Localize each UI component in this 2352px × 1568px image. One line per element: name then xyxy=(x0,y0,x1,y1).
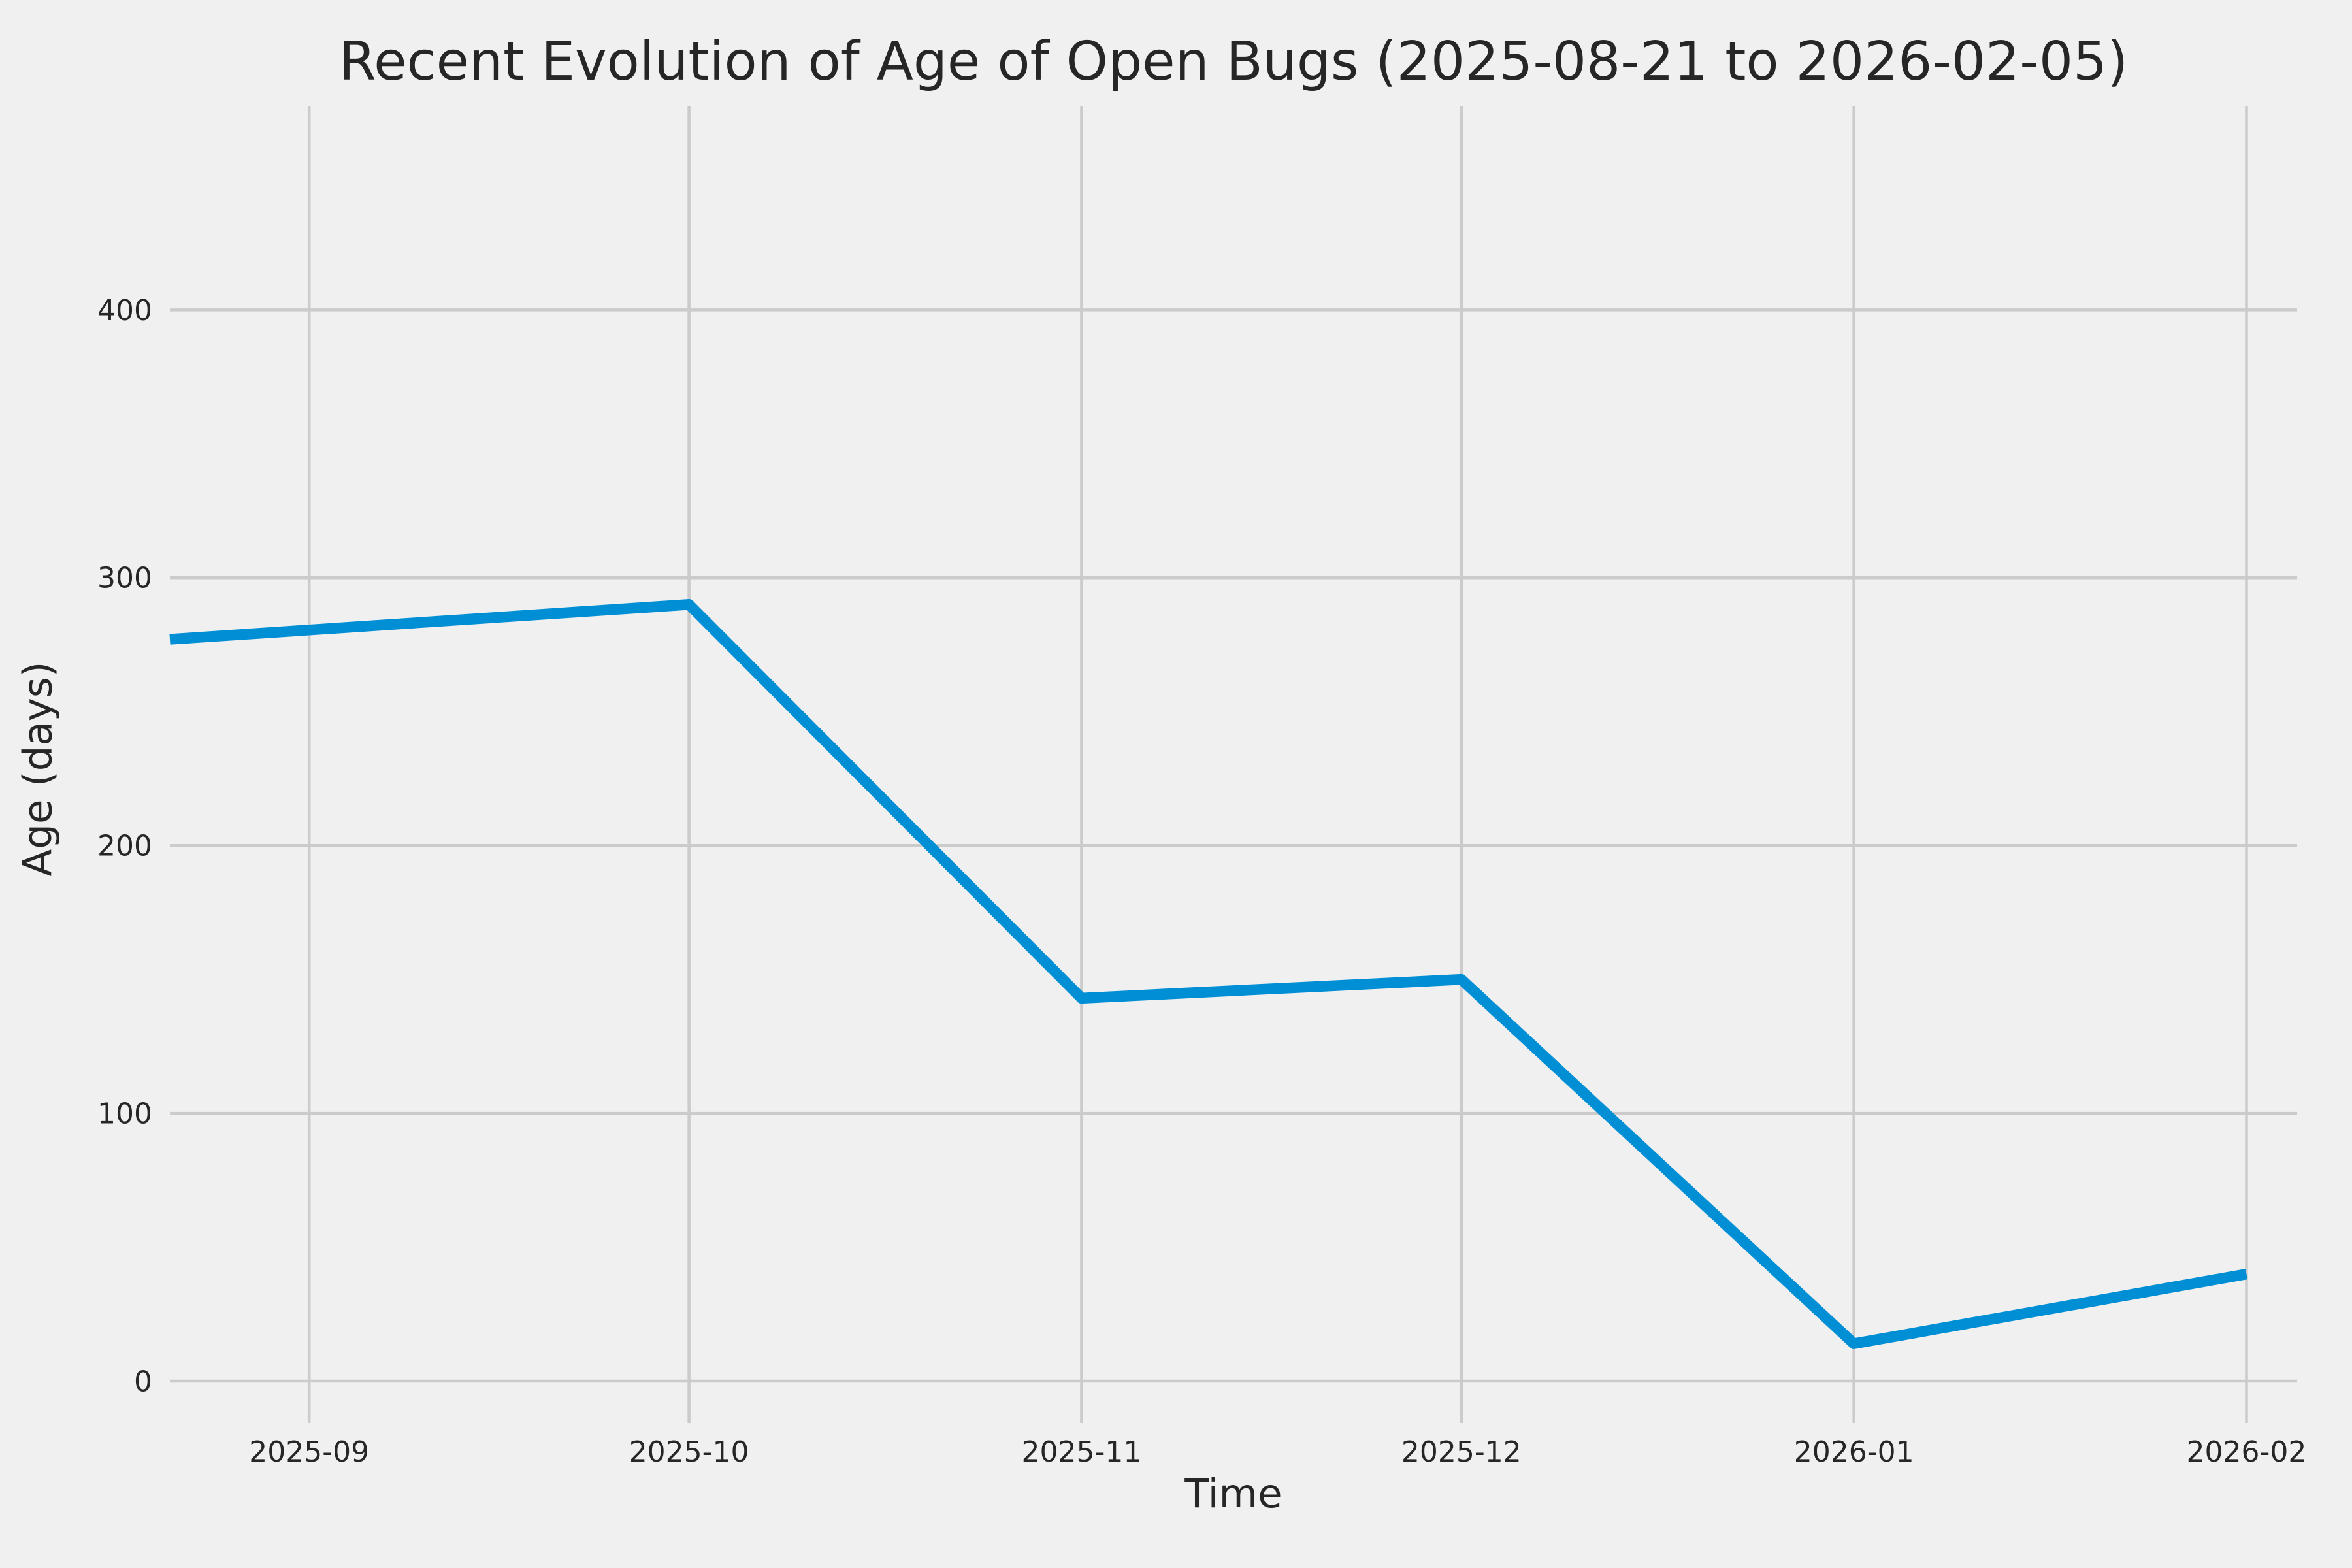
x-tick-label: 2025-10 xyxy=(629,1435,749,1469)
x-tick-label: 2025-12 xyxy=(1401,1435,1522,1469)
x-tick-label: 2025-09 xyxy=(249,1435,369,1469)
bug-age-line xyxy=(169,599,2247,1349)
x-tick-labels: 2025-09 2025-10 2025-11 2025-12 2026-01 2026-… xyxy=(249,1435,2306,1469)
series-lines xyxy=(169,599,2247,1349)
x-tick-label: 2025-11 xyxy=(1022,1435,1142,1469)
gridlines xyxy=(170,106,2297,1423)
y-tick-label: 100 xyxy=(97,1098,152,1131)
y-tick-label: 400 xyxy=(97,294,152,327)
y-tick-label: 0 xyxy=(134,1365,152,1398)
x-tick-label: 2026-02 xyxy=(2187,1435,2307,1469)
y-tick-labels: 0 100 200 300 400 xyxy=(97,294,152,1399)
x-axis-label: Time xyxy=(1184,1471,1282,1517)
chart-title: Recent Evolution of Age of Open Bugs (20… xyxy=(338,31,2129,93)
y-tick-label: 200 xyxy=(97,830,152,863)
x-tick-label: 2026-01 xyxy=(1794,1435,1914,1469)
y-axis-label: Age (days) xyxy=(14,661,61,877)
y-tick-label: 300 xyxy=(97,562,152,595)
